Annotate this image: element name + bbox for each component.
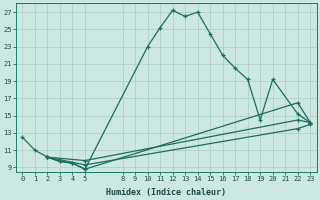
X-axis label: Humidex (Indice chaleur): Humidex (Indice chaleur) bbox=[106, 188, 226, 197]
